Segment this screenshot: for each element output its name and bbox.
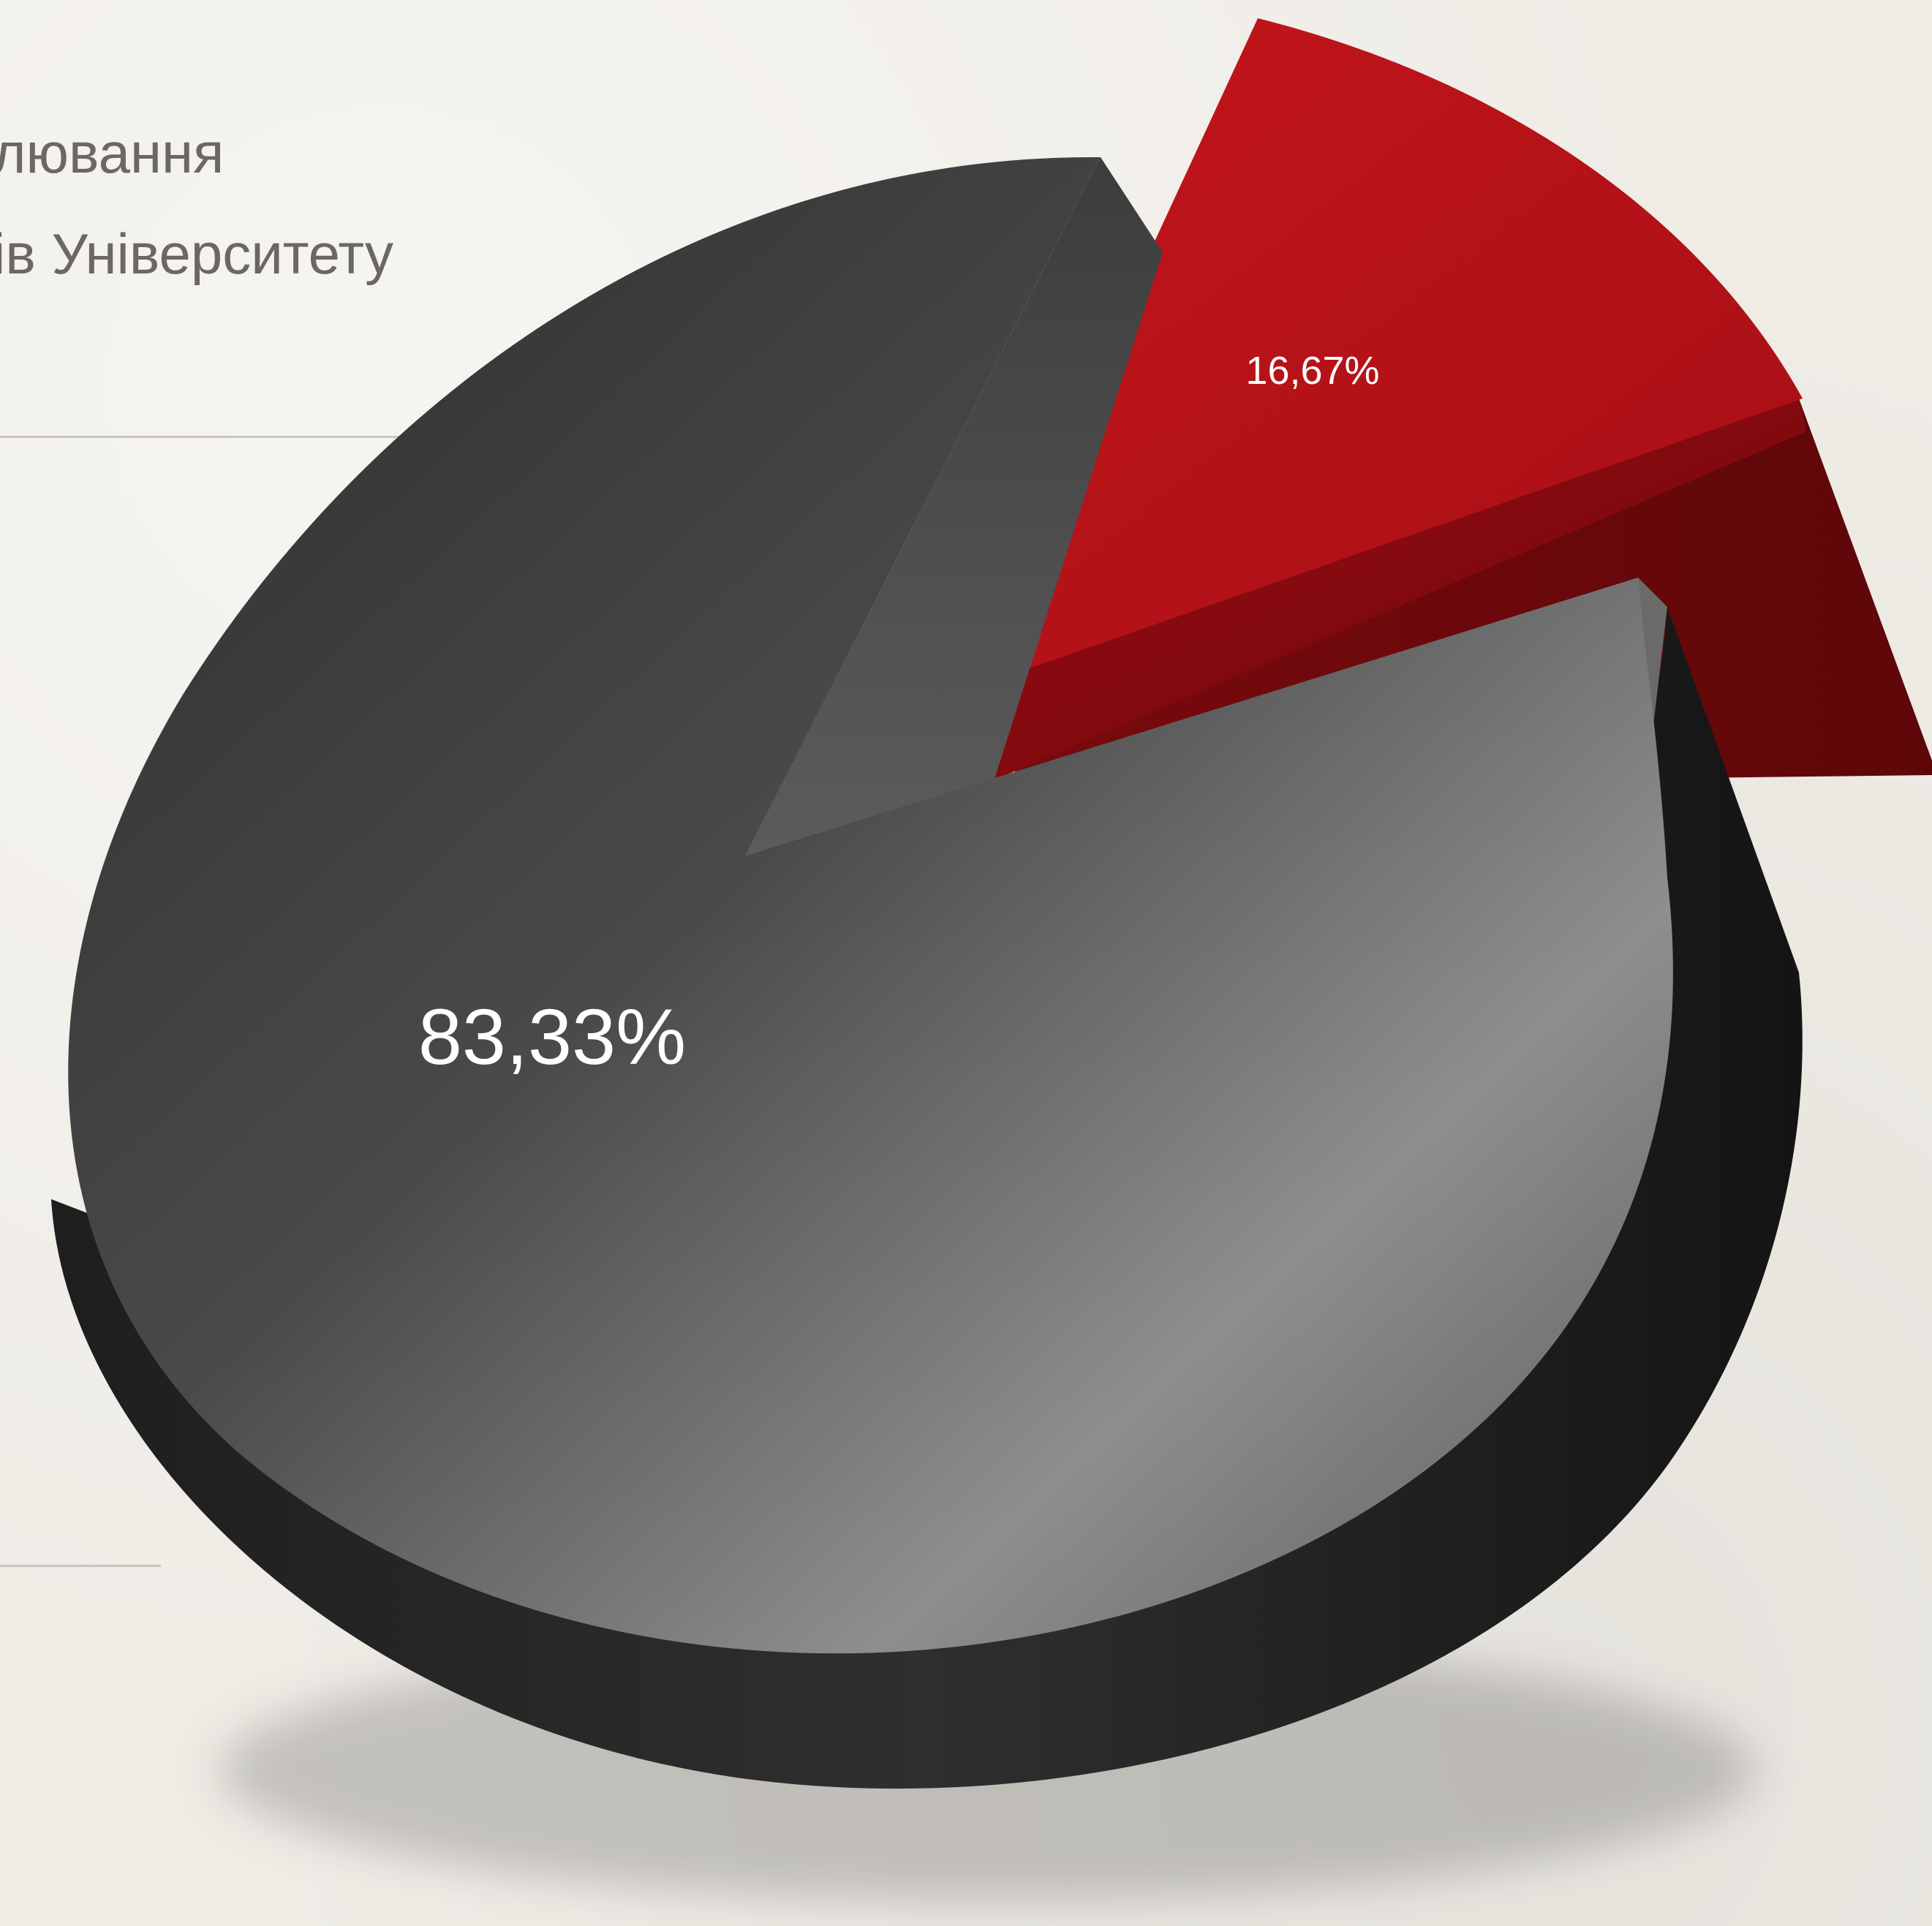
- dark-slice-top: [68, 156, 1673, 1654]
- divider-line-top: [0, 436, 410, 438]
- divider-line-bottom: [0, 1565, 161, 1567]
- slice-label-red: 16,67%: [1245, 349, 1379, 393]
- chart-title-line-2: ів Університету: [0, 222, 394, 286]
- slice-label-dark: 83,33%: [418, 992, 686, 1081]
- red-slice-top: [943, 18, 1803, 698]
- dark-slice-cut-face-left: [746, 157, 1163, 856]
- red-slice-cut-face: [943, 399, 1806, 786]
- chart-title-line-1: лювання: [0, 121, 224, 185]
